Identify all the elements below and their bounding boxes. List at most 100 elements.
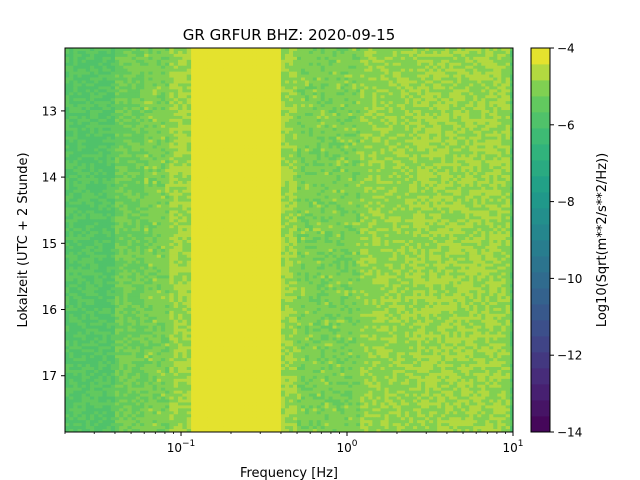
heatmap-cell — [119, 304, 124, 309]
heatmap-cell — [114, 145, 120, 149]
heatmap-cell — [264, 148, 270, 152]
heatmap-cell — [69, 322, 74, 327]
heatmap-cell — [178, 89, 183, 93]
heatmap-cell — [165, 328, 170, 332]
heatmap-cell — [160, 201, 166, 205]
heatmap-cell — [276, 115, 282, 120]
heatmap-cell — [127, 237, 133, 241]
heatmap-cell — [81, 269, 87, 273]
heatmap-cell — [260, 115, 266, 120]
heatmap-cell — [69, 130, 74, 135]
heatmap-cell — [173, 266, 179, 270]
heatmap-cell — [114, 381, 120, 386]
heatmap-cell — [81, 287, 87, 291]
heatmap-cell — [248, 92, 253, 96]
heatmap-cell — [186, 48, 192, 52]
heatmap-cell — [191, 163, 196, 167]
heatmap-cell — [195, 83, 200, 87]
heatmap-cell — [186, 426, 192, 430]
heatmap-cell — [178, 77, 183, 81]
heatmap-cell — [252, 59, 257, 64]
heatmap-cell — [144, 352, 149, 356]
heatmap-cell — [156, 275, 162, 279]
heatmap-cell — [94, 296, 99, 300]
heatmap-cell — [156, 290, 162, 294]
heatmap-cell — [272, 145, 278, 149]
heatmap-cell — [182, 198, 188, 202]
heatmap-cell — [69, 402, 74, 406]
heatmap-cell — [106, 293, 112, 297]
heatmap-cell — [123, 322, 128, 327]
heatmap-cell — [169, 225, 175, 229]
heatmap-cell — [81, 307, 87, 312]
heatmap-cell — [140, 402, 145, 406]
heatmap-cell — [102, 355, 108, 359]
heatmap-cell — [248, 166, 253, 170]
heatmap-cell — [110, 95, 116, 99]
heatmap-cell — [173, 183, 179, 188]
heatmap-cell — [98, 219, 103, 223]
heatmap-cell — [65, 160, 70, 164]
heatmap-cell — [81, 411, 87, 415]
heatmap-cell — [140, 71, 145, 75]
heatmap-cell — [195, 160, 200, 164]
heatmap-cell — [110, 390, 116, 394]
heatmap-cell — [160, 53, 166, 58]
heatmap-cell — [94, 361, 99, 365]
heatmap-cell — [85, 89, 91, 93]
heatmap-cell — [178, 56, 183, 61]
heatmap-cell — [203, 74, 208, 78]
heatmap-cell — [77, 426, 83, 430]
heatmap-cell — [182, 210, 188, 214]
heatmap-cell — [186, 381, 192, 386]
heatmap-cell — [144, 331, 149, 335]
heatmap-cell — [144, 172, 149, 176]
heatmap-cell — [231, 92, 237, 96]
heatmap-cell — [156, 266, 162, 270]
heatmap-cell — [152, 296, 158, 300]
heatmap-cell — [73, 423, 78, 427]
heatmap-cell — [195, 163, 200, 167]
heatmap-cell — [102, 101, 108, 105]
heatmap-cell — [94, 429, 99, 432]
heatmap-cell — [152, 352, 158, 356]
heatmap-cell — [160, 334, 166, 338]
heatmap-cell — [65, 107, 70, 111]
heatmap-cell — [256, 101, 261, 105]
heatmap-cell — [252, 118, 257, 123]
heatmap-cell — [135, 313, 141, 318]
heatmap-cell — [119, 86, 124, 90]
heatmap-cell — [65, 166, 70, 170]
heatmap-cell — [123, 393, 128, 397]
heatmap-cell — [135, 228, 141, 232]
heatmap-cell — [110, 234, 116, 238]
heatmap-cell — [148, 325, 153, 330]
heatmap-cell — [236, 110, 241, 114]
heatmap-cell — [110, 328, 116, 332]
heatmap-cell — [127, 195, 133, 200]
heatmap-cell — [152, 95, 158, 99]
heatmap-cell — [152, 316, 158, 321]
heatmap-cell — [119, 228, 124, 232]
heatmap-cell — [140, 231, 145, 235]
heatmap-cell — [144, 334, 149, 338]
heatmap-cell — [135, 172, 141, 176]
heatmap-cell — [131, 263, 137, 267]
heatmap-cell — [85, 95, 91, 99]
heatmap-cell — [89, 304, 95, 309]
heatmap-cell — [223, 175, 229, 179]
heatmap-cell — [77, 284, 83, 288]
heatmap-cell — [85, 172, 91, 176]
heatmap-cell — [110, 405, 116, 409]
heatmap-cell — [199, 148, 204, 152]
heatmap-cell — [173, 411, 179, 415]
heatmap-cell — [223, 107, 229, 111]
heatmap-cell — [244, 95, 249, 99]
heatmap-cell — [152, 213, 158, 217]
heatmap-cell — [114, 151, 120, 155]
heatmap-cell — [203, 59, 208, 64]
heatmap-cell — [169, 423, 175, 427]
heatmap-cell — [219, 133, 225, 138]
heatmap-cell — [156, 272, 162, 276]
heatmap-cell — [219, 86, 225, 90]
